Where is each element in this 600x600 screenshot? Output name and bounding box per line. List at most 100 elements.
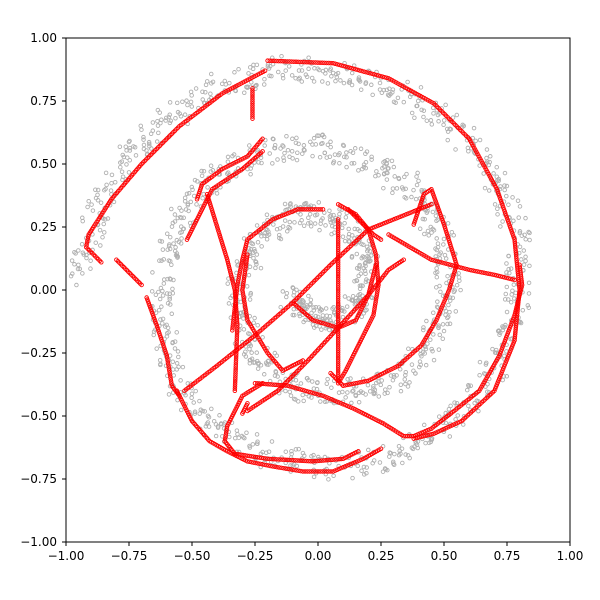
- red-trajectory-point: [477, 269, 482, 275]
- gray-data-point: [357, 264, 362, 269]
- gray-data-point: [147, 141, 152, 147]
- red-trajectory-point: [369, 278, 375, 284]
- red-trajectory-point: [244, 313, 249, 319]
- gray-data-point: [392, 174, 397, 179]
- gray-data-point: [248, 171, 253, 177]
- gray-data-point: [117, 144, 123, 149]
- red-trajectory-point: [507, 327, 512, 332]
- red-trajectory-point: [325, 322, 330, 327]
- y-tick-label: 0.50: [30, 157, 57, 171]
- red-trajectory-point: [441, 260, 447, 266]
- red-trajectory-point: [278, 383, 284, 388]
- red-trajectory-point: [371, 244, 376, 249]
- gray-data-point: [126, 139, 132, 145]
- gray-data-point: [171, 277, 176, 283]
- gray-data-point: [441, 122, 446, 128]
- red-trajectory-point: [212, 216, 217, 222]
- gray-data-point: [178, 224, 184, 229]
- gray-data-point: [299, 62, 304, 67]
- gray-data-point: [312, 221, 318, 226]
- gray-data-point: [252, 83, 258, 89]
- red-trajectory-point: [315, 469, 321, 474]
- red-trajectory-point: [280, 59, 286, 64]
- gray-data-point: [161, 281, 167, 286]
- red-trajectory-point: [291, 467, 297, 473]
- red-trajectory-point: [234, 331, 240, 337]
- gray-data-point: [270, 136, 276, 142]
- red-trajectory-point: [287, 59, 292, 64]
- red-trajectory-point: [496, 378, 501, 383]
- gray-data-point: [300, 151, 305, 156]
- red-trajectory-point: [309, 60, 314, 65]
- red-trajectory-point: [466, 267, 472, 273]
- gray-data-point: [250, 66, 256, 72]
- red-trajectory-point: [231, 312, 237, 318]
- gray-data-point: [365, 248, 370, 254]
- red-trajectory-point: [194, 197, 200, 202]
- red-trajectory-point: [353, 67, 358, 72]
- gray-data-point: [415, 170, 420, 176]
- red-trajectory-point: [232, 306, 237, 311]
- gray-data-point: [299, 68, 305, 73]
- red-trajectory-point: [250, 107, 255, 113]
- x-axis: −1.00 −0.75 −0.50 −0.25 0.00 0.25 0.50 0…: [48, 542, 583, 563]
- red-trajectory-point: [304, 59, 310, 65]
- red-trajectory-point: [152, 317, 157, 322]
- gray-data-point: [333, 78, 338, 84]
- gray-data-point: [157, 258, 162, 263]
- gray-data-point: [357, 79, 363, 84]
- gray-data-point: [342, 309, 347, 314]
- red-trajectory-point: [225, 259, 231, 265]
- red-trajectory-point: [221, 247, 227, 252]
- gray-data-point: [242, 435, 247, 441]
- red-trajectory-point: [421, 191, 427, 197]
- gray-data-point: [413, 196, 419, 202]
- red-trajectory-point: [234, 340, 239, 346]
- red-trajectory-point: [234, 333, 240, 339]
- gray-data-point: [98, 200, 104, 205]
- red-trajectory-point: [244, 315, 250, 321]
- red-trajectory-point: [335, 225, 341, 231]
- red-trajectory-point: [513, 329, 518, 335]
- gray-data-point: [504, 270, 509, 275]
- gray-data-point: [184, 191, 190, 197]
- gray-data-point: [166, 330, 171, 335]
- red-trajectory-point: [164, 353, 170, 358]
- red-trajectory-point: [297, 458, 303, 463]
- red-trajectory-point: [168, 379, 174, 384]
- gray-data-point: [253, 265, 258, 271]
- red-trajectory-point: [225, 423, 230, 429]
- gray-data-point: [324, 155, 330, 160]
- gray-data-point: [232, 70, 237, 75]
- red-trajectory-point: [245, 459, 250, 464]
- gray-data-point: [449, 229, 455, 235]
- red-trajectory-point: [335, 335, 341, 340]
- red-trajectory-point: [335, 352, 341, 358]
- red-trajectory-point: [219, 239, 224, 244]
- gray-data-point: [308, 139, 313, 145]
- red-trajectory-point: [263, 381, 269, 387]
- red-trajectory-point: [166, 366, 172, 371]
- gray-data-point: [222, 78, 228, 84]
- red-trajectory-point: [519, 278, 524, 284]
- gray-data-point: [319, 141, 324, 147]
- red-trajectory-point: [357, 68, 363, 73]
- gray-data-point: [249, 350, 254, 355]
- red-trajectory-point: [156, 329, 161, 334]
- gray-data-point: [320, 79, 325, 84]
- gray-data-point: [233, 88, 238, 94]
- red-trajectory-point: [351, 66, 356, 72]
- gray-data-point: [247, 143, 252, 148]
- gray-data-point: [69, 258, 75, 263]
- gray-data-point: [396, 452, 402, 458]
- gray-data-point: [445, 129, 451, 134]
- gray-data-point: [269, 73, 274, 79]
- red-trajectory-point: [243, 264, 248, 270]
- gray-data-point: [275, 374, 280, 379]
- gray-data-point: [101, 221, 107, 227]
- gray-data-point: [300, 298, 305, 303]
- gray-data-point: [252, 315, 257, 321]
- red-trajectory-point: [231, 315, 237, 320]
- red-trajectory-point: [169, 381, 174, 386]
- gray-data-point: [326, 477, 331, 482]
